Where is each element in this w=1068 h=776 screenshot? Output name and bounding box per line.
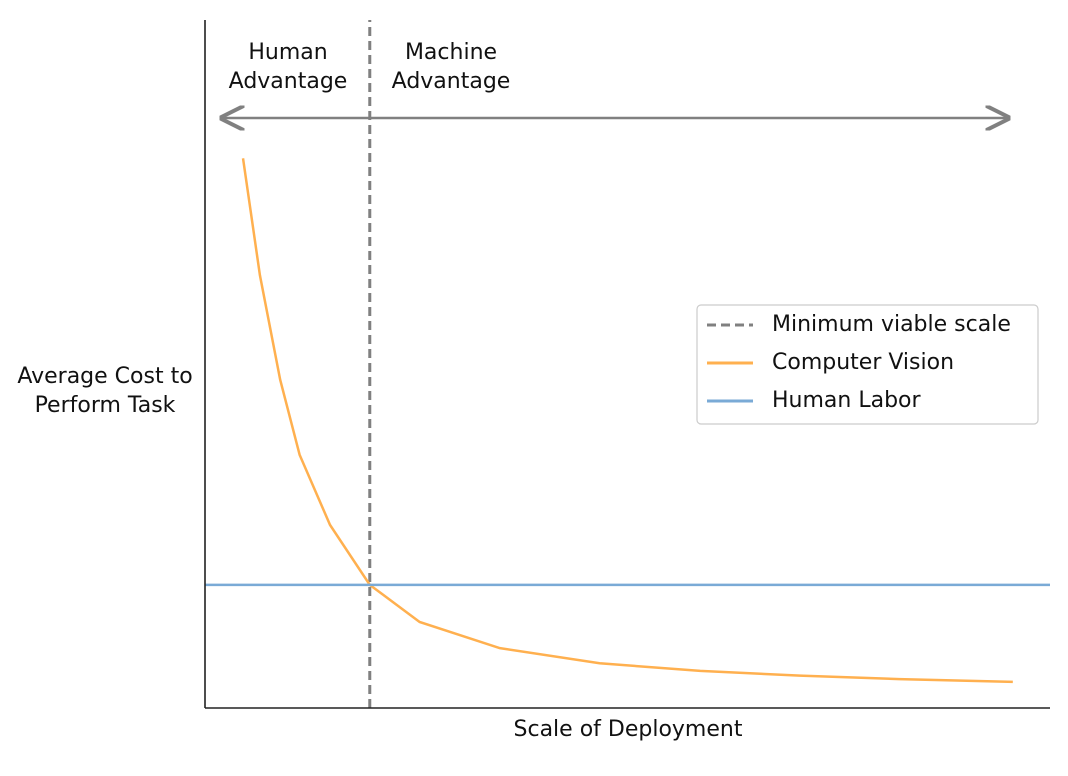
annotation: Human Advantage <box>228 40 348 94</box>
legend-label: Human Labor <box>772 388 921 413</box>
legend-box <box>696 304 1039 425</box>
legend-label: Computer Vision <box>772 350 954 375</box>
y-axis-label: Average Cost to Perform Task <box>17 364 193 418</box>
line-series <box>241 158 1013 684</box>
legend-label: Minimum viable scale <box>772 312 1011 337</box>
annotation: Machine Advantage <box>391 40 511 94</box>
x-axis-label: Scale of Deployment <box>513 717 743 742</box>
